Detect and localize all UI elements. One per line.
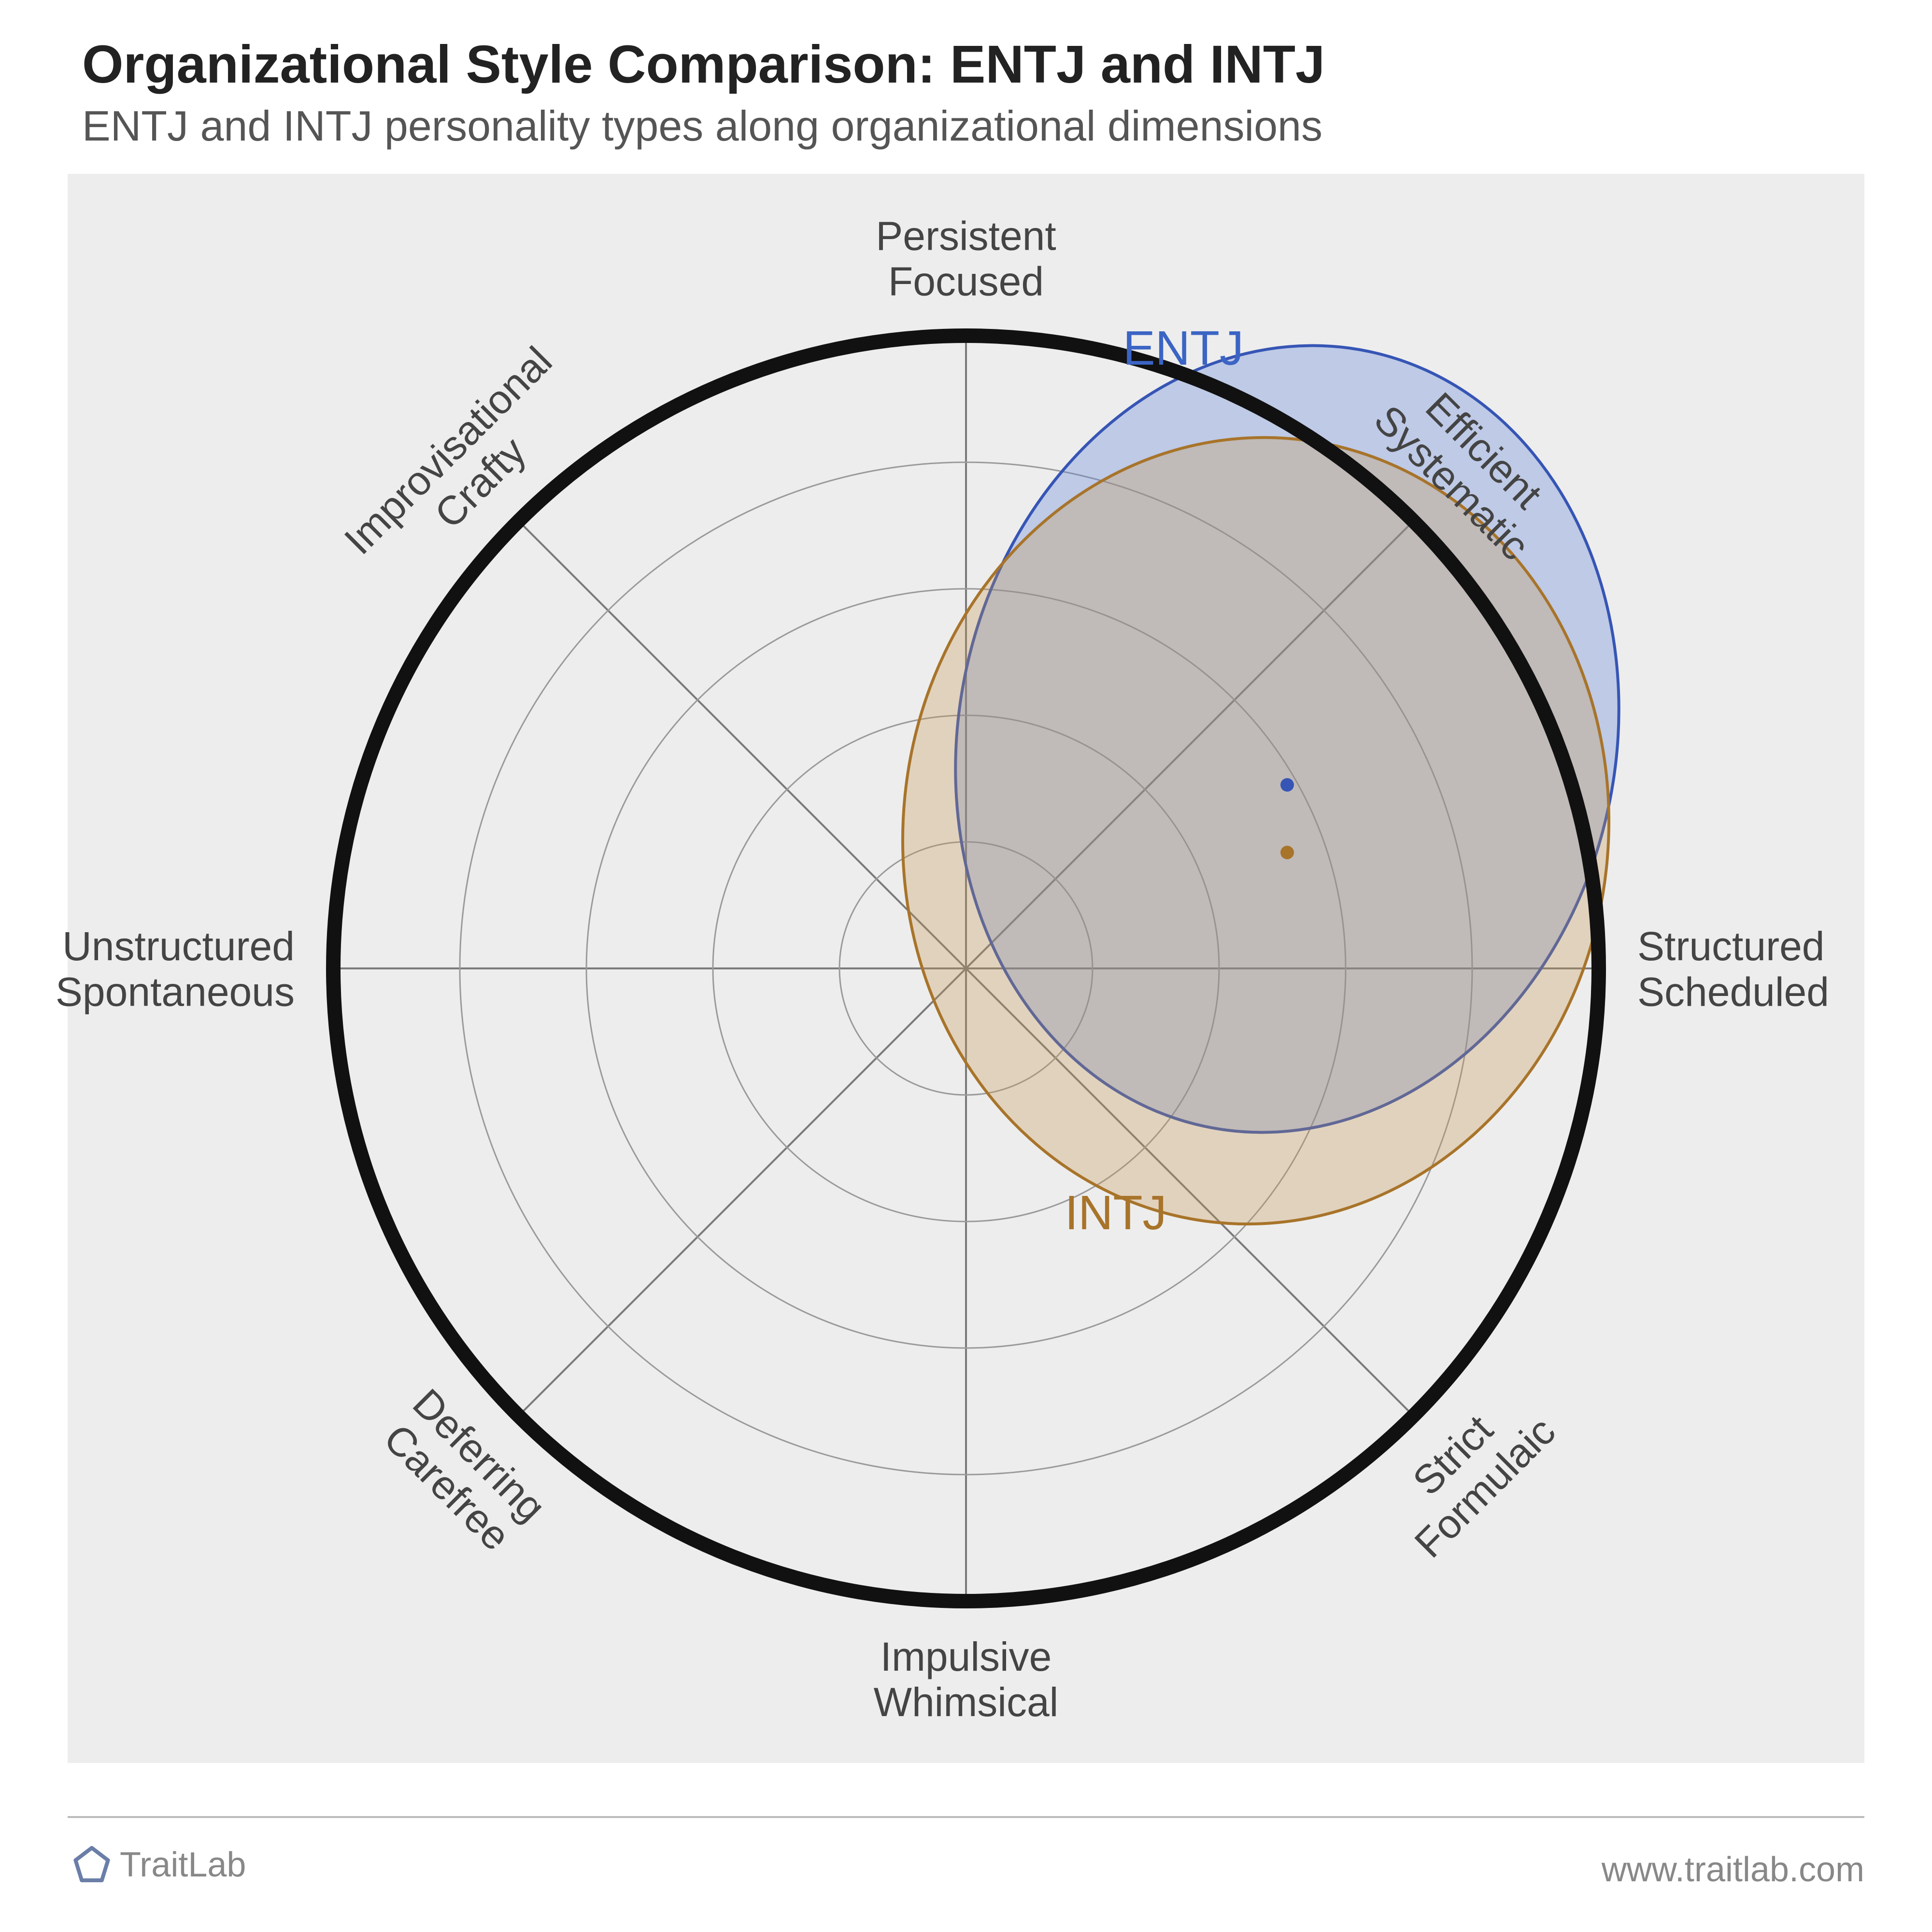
axis-label-line: Focused: [888, 258, 1044, 304]
axis-spoke: [519, 968, 966, 1416]
axis-label-line: Unstructured: [62, 923, 295, 969]
series-label-intj: INTJ: [1065, 1186, 1166, 1240]
axis-label-line: Structured: [1637, 923, 1825, 969]
axis-label-line: Spontaneous: [56, 969, 295, 1014]
series-centroid-intj: [1280, 846, 1294, 859]
footer-divider: [68, 1816, 1864, 1818]
axis-label-line: Whimsical: [874, 1679, 1059, 1725]
radar-chart: ENTJINTJPersistentFocusedEfficientSystem…: [0, 0, 1932, 1932]
footer-url: www.traitlab.com: [1602, 1850, 1864, 1889]
traitlab-logo-icon: [72, 1846, 111, 1884]
axis-label-line: Persistent: [876, 213, 1056, 258]
axis-label: UnstructuredSpontaneous: [56, 923, 295, 1014]
axis-label-line: Scheduled: [1637, 969, 1829, 1014]
series-centroid-entj: [1280, 778, 1294, 792]
brand-name: TraitLab: [120, 1845, 246, 1885]
axis-spoke: [519, 521, 966, 968]
series-label-entj: ENTJ: [1123, 321, 1244, 375]
axis-label-line: Impulsive: [881, 1634, 1052, 1679]
brand-logo: TraitLab: [72, 1845, 246, 1885]
axis-label: ImpulsiveWhimsical: [874, 1634, 1059, 1725]
axis-label: PersistentFocused: [876, 213, 1056, 304]
axis-label: StructuredScheduled: [1637, 923, 1829, 1014]
